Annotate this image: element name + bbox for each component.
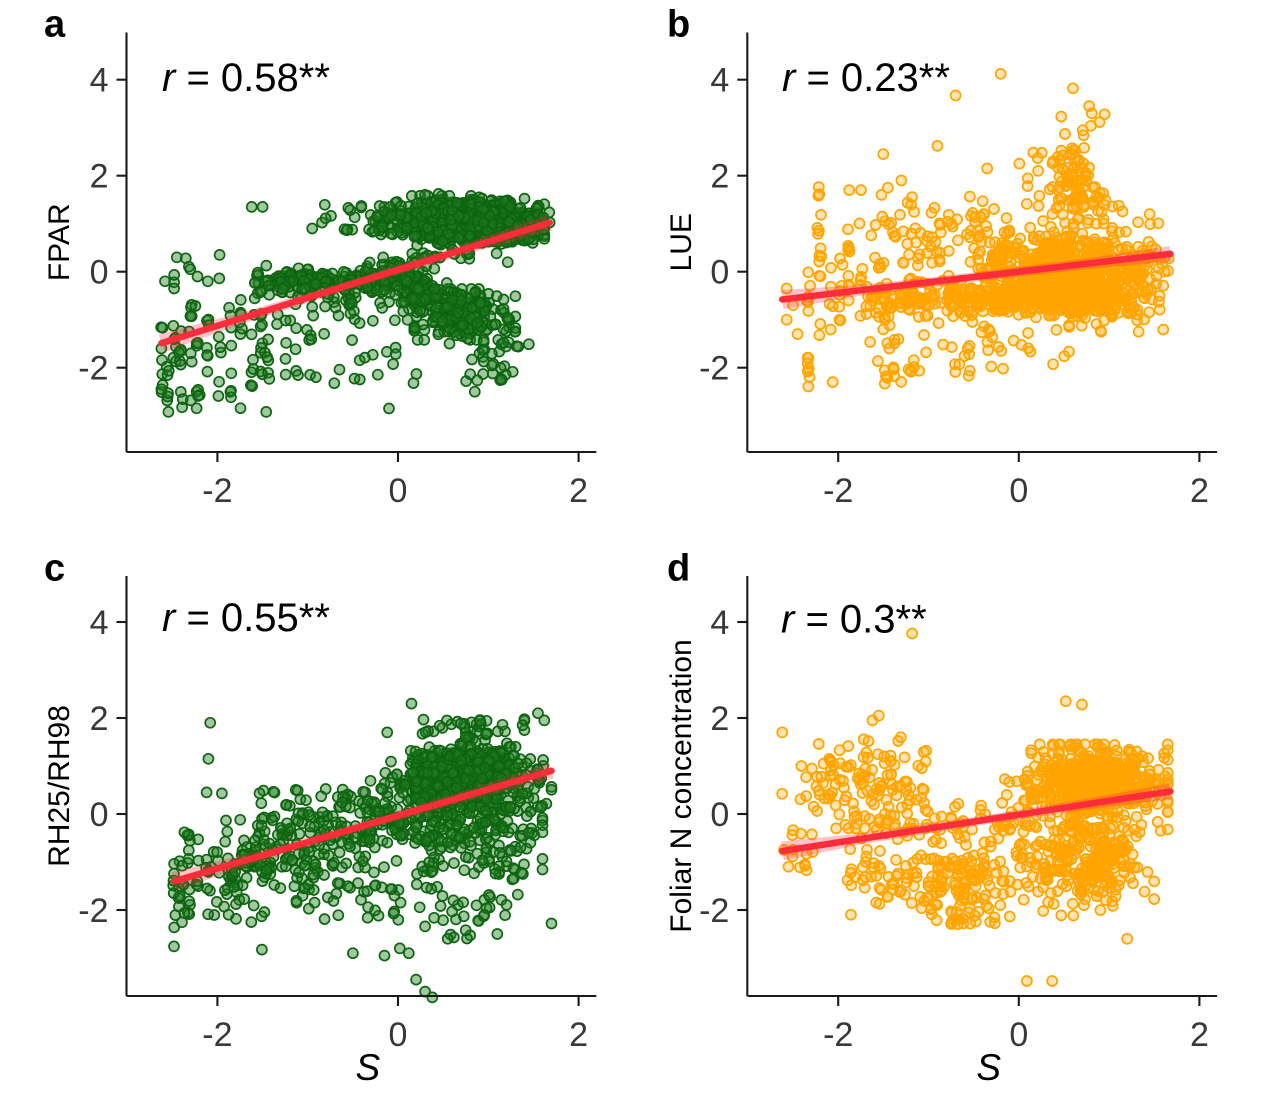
- svg-text:2: 2: [569, 1016, 588, 1054]
- svg-text:0: 0: [90, 796, 109, 834]
- svg-text:2: 2: [1190, 472, 1209, 510]
- svg-text:c: c: [44, 548, 65, 590]
- svg-text:2: 2: [569, 472, 588, 510]
- svg-text:r = 0.23**: r = 0.23**: [782, 56, 950, 100]
- svg-text:0: 0: [389, 472, 408, 510]
- svg-text:2: 2: [90, 158, 109, 196]
- svg-text:-2: -2: [78, 892, 108, 930]
- svg-text:0: 0: [1009, 472, 1028, 510]
- svg-text:b: b: [667, 4, 690, 46]
- svg-text:a: a: [44, 4, 66, 46]
- svg-text:0: 0: [710, 254, 729, 292]
- svg-text:0: 0: [389, 1016, 408, 1054]
- svg-text:-2: -2: [78, 350, 108, 388]
- svg-text:S: S: [356, 1047, 381, 1088]
- svg-text:-2: -2: [823, 472, 853, 510]
- svg-text:2: 2: [90, 700, 109, 738]
- svg-text:-2: -2: [202, 1016, 232, 1054]
- svg-text:r = 0.55**: r = 0.55**: [162, 596, 330, 640]
- svg-text:-2: -2: [699, 350, 729, 388]
- svg-text:0: 0: [90, 254, 109, 292]
- svg-text:4: 4: [90, 62, 109, 100]
- svg-text:FPAR: FPAR: [43, 203, 76, 281]
- svg-text:4: 4: [710, 62, 729, 100]
- svg-text:RH25/RH98: RH25/RH98: [43, 705, 76, 867]
- svg-text:r = 0.58**: r = 0.58**: [162, 56, 330, 100]
- svg-text:4: 4: [90, 604, 109, 642]
- svg-text:2: 2: [710, 158, 729, 196]
- svg-text:-2: -2: [202, 472, 232, 510]
- svg-text:LUE: LUE: [665, 213, 698, 271]
